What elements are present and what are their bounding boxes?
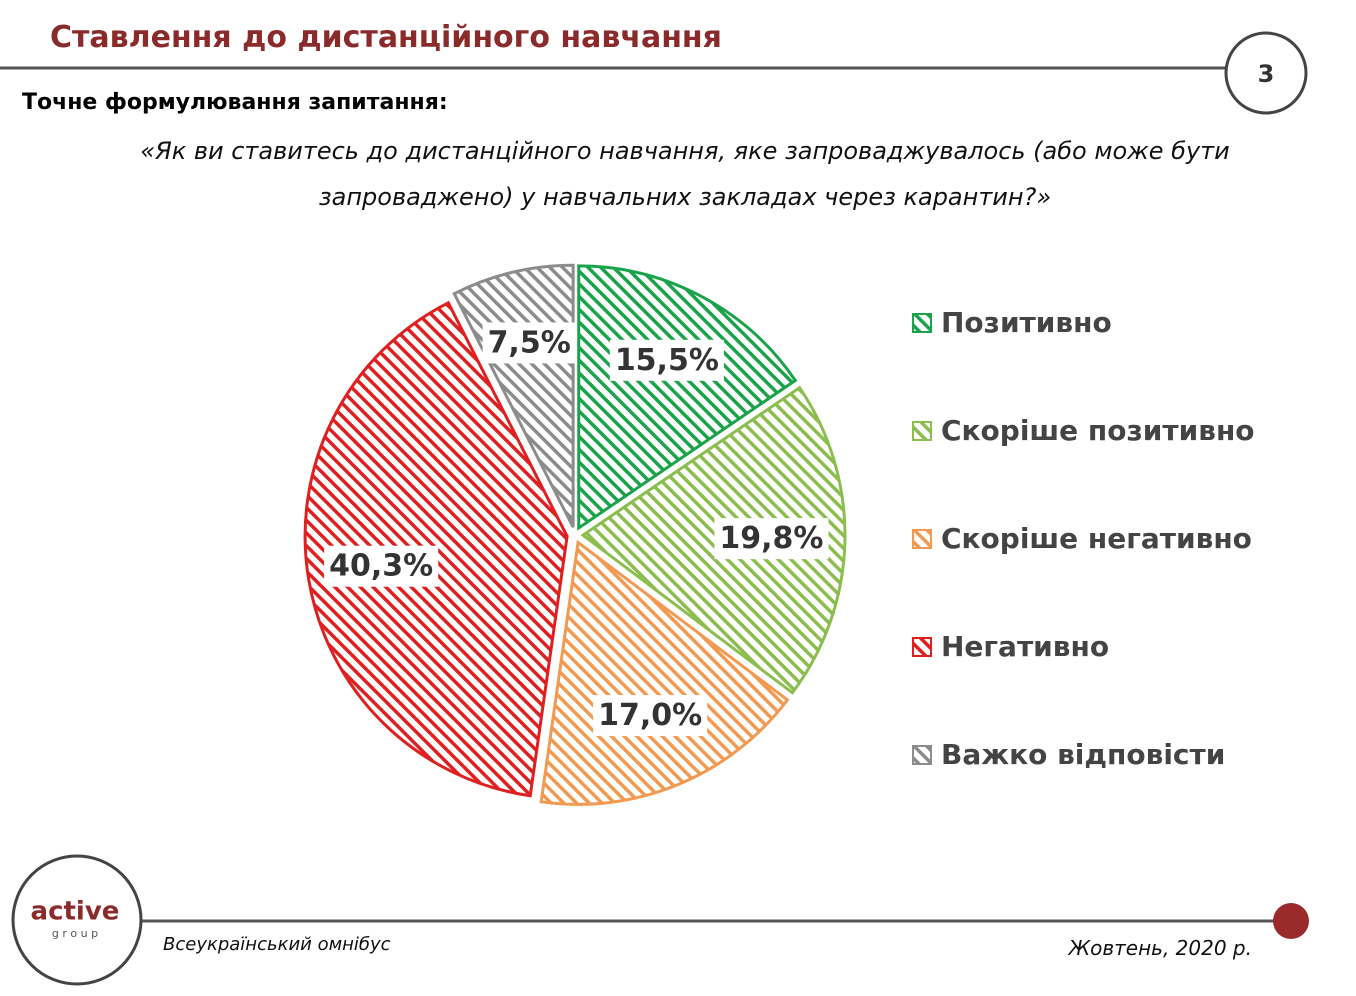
legend-swatch bbox=[912, 313, 932, 333]
footer-dot bbox=[1273, 903, 1309, 939]
logo-circle bbox=[11, 854, 143, 986]
footer-left: Всеукраїнський омнібус bbox=[163, 934, 391, 955]
value-label-bg bbox=[714, 518, 829, 560]
legend-label: Позитивно bbox=[941, 306, 1112, 339]
legend-label: Скоріше позитивно bbox=[941, 414, 1255, 447]
value-label-bg bbox=[482, 322, 576, 364]
value-label: 40,3% bbox=[329, 549, 433, 584]
pie-slice bbox=[580, 385, 847, 695]
slide-title: Ставлення до дистанційного навчання bbox=[50, 20, 722, 55]
legend-label: Негативно bbox=[941, 630, 1109, 663]
question-label: Точне формулювання запитання: bbox=[22, 90, 448, 115]
logo-top: active bbox=[31, 897, 120, 927]
legend-label: Скоріше негативно bbox=[941, 522, 1252, 555]
value-label: 19,8% bbox=[719, 521, 823, 556]
legend-swatch bbox=[912, 529, 932, 549]
pie: 15,5% 19,8% 17,0% 40,3% 7,5% bbox=[303, 263, 847, 806]
logo-bottom: g r o u p bbox=[52, 927, 98, 940]
page-badge bbox=[1224, 31, 1308, 115]
value-label: 17,0% bbox=[598, 698, 702, 733]
pie-slice bbox=[539, 539, 790, 806]
value-label-bg bbox=[609, 339, 724, 381]
value-label-bg bbox=[324, 545, 439, 587]
value-label-bg bbox=[593, 695, 708, 737]
value-label: 7,5% bbox=[488, 325, 571, 360]
legend-label: Важко відповісти bbox=[941, 738, 1225, 771]
footer-right: Жовтень, 2020 р. bbox=[1068, 936, 1252, 960]
question-text: «Як ви ставитесь до дистанційного навчан… bbox=[140, 137, 1230, 211]
legend: Позитивно Скоріше позитивно Скоріше негати… bbox=[912, 306, 1255, 771]
legend-swatch bbox=[912, 421, 932, 441]
pie-slice bbox=[577, 264, 798, 531]
page-number: 3 bbox=[1258, 60, 1275, 88]
value-label: 15,5% bbox=[615, 343, 719, 378]
legend-swatch bbox=[912, 637, 932, 657]
legend-swatch bbox=[912, 745, 932, 765]
